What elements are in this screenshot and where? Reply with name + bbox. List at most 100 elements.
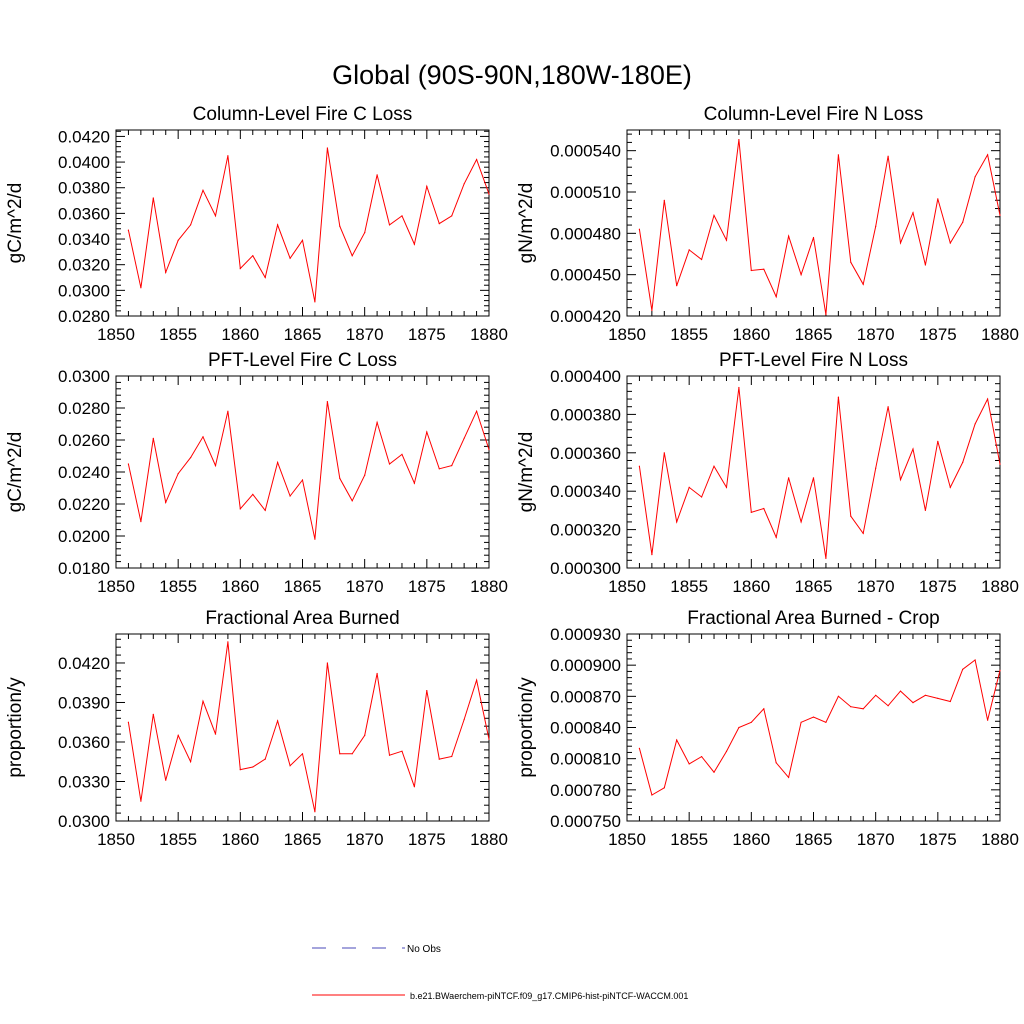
panel-title: Fractional Area Burned - Crop [687, 608, 939, 629]
data-point [239, 267, 241, 270]
y-tick-label: 0.0220 [58, 495, 110, 514]
x-tick-label: 1850 [97, 577, 135, 596]
x-tick-label: 1865 [795, 325, 833, 344]
series-points [127, 401, 490, 540]
data-point [962, 221, 964, 223]
data-point [962, 668, 964, 670]
data-point [850, 261, 852, 263]
series-points [638, 139, 1001, 316]
data-point [651, 309, 653, 312]
data-point [301, 753, 304, 755]
data-point [451, 215, 453, 217]
data-point [438, 223, 440, 225]
data-point [401, 453, 403, 455]
y-tick-label: 0.000360 [550, 444, 621, 463]
model-series-line [638, 139, 1001, 315]
data-point [314, 538, 316, 540]
data-point [862, 708, 864, 710]
data-point [401, 215, 403, 217]
x-tick-label: 1850 [97, 325, 135, 344]
data-point [949, 700, 951, 703]
panel-4: PFT-Level Fire N Loss gN/m^2/d 1850 1855 186… [516, 350, 1019, 596]
data-point [937, 198, 939, 200]
data-point [738, 139, 740, 141]
data-point [451, 755, 453, 758]
y-tick-label: 0.0240 [58, 463, 110, 482]
data-point [165, 501, 167, 503]
x-tick-label: 1875 [919, 830, 957, 849]
panel-2: Column-Level Fire N Loss gN/m^2/d 1850 1855… [516, 104, 1019, 344]
x-tick-label: 1875 [408, 577, 446, 596]
data-point [974, 659, 976, 661]
x-tick-label: 1850 [97, 830, 135, 849]
x-tick-label: 1855 [670, 325, 708, 344]
data-point [376, 421, 378, 423]
data-point [152, 197, 154, 199]
y-tick-label: 0.000900 [550, 656, 621, 675]
data-point [663, 787, 665, 789]
data-point [190, 457, 192, 459]
data-point [899, 242, 902, 244]
data-point [800, 721, 802, 723]
y-tick-label: 0.0280 [58, 307, 110, 326]
data-point [252, 493, 254, 495]
data-point [962, 461, 964, 463]
y-tick-label: 0.000380 [550, 405, 621, 424]
data-point [476, 158, 478, 161]
panel-title: Column-Level Fire C Loss [193, 104, 413, 125]
y-tick-label: 0.000540 [550, 142, 621, 161]
data-point [165, 271, 167, 273]
data-point [364, 232, 366, 234]
y-axis-label: gN/m^2/d [516, 432, 537, 513]
panel-title: Column-Level Fire N Loss [704, 104, 924, 125]
data-point [177, 239, 179, 241]
data-point [800, 274, 802, 276]
y-tick-label: 0.000750 [550, 812, 621, 831]
data-point [937, 697, 939, 700]
data-point [663, 199, 665, 201]
data-point [850, 515, 852, 517]
data-point [974, 176, 976, 178]
x-tick-label: 1850 [608, 830, 646, 849]
data-point [912, 448, 914, 450]
data-point [688, 486, 690, 488]
data-point [775, 536, 777, 538]
data-point [763, 708, 765, 710]
x-tick-label: 1870 [857, 577, 895, 596]
plot-frame [115, 129, 490, 317]
y-tick-label: 0.000930 [550, 625, 621, 644]
y-tick-label: 0.0340 [58, 230, 110, 249]
data-point [825, 557, 827, 560]
x-tick-label: 1860 [732, 325, 770, 344]
data-point [376, 174, 378, 176]
y-tick-label: 0.000840 [550, 719, 621, 738]
data-point [713, 465, 715, 467]
data-point [763, 507, 765, 510]
y-tick-label: 0.0300 [58, 812, 110, 831]
x-tick-label: 1850 [608, 577, 646, 596]
data-point [800, 521, 802, 523]
data-point [837, 154, 840, 156]
data-point [862, 532, 864, 535]
panel-1: Column-Level Fire C Loss gC/m^2/d 1850 1855… [5, 104, 508, 344]
data-point [202, 700, 204, 702]
x-tick-label: 1880 [981, 325, 1019, 344]
x-tick-label: 1860 [221, 577, 259, 596]
data-point [701, 496, 703, 498]
model-series-line [127, 401, 490, 540]
y-tick-label: 0.0390 [58, 693, 110, 712]
data-point [364, 734, 366, 737]
data-point [688, 249, 690, 251]
y-tick-label: 0.0300 [58, 367, 110, 386]
data-point [725, 750, 728, 753]
data-point [214, 465, 217, 467]
data-point [413, 786, 415, 788]
data-point [227, 155, 229, 157]
model-series-line [638, 659, 1001, 796]
y-tick-label: 0.000450 [550, 266, 621, 285]
x-tick-label: 1875 [919, 577, 957, 596]
data-point [676, 285, 678, 287]
data-point [850, 706, 852, 708]
